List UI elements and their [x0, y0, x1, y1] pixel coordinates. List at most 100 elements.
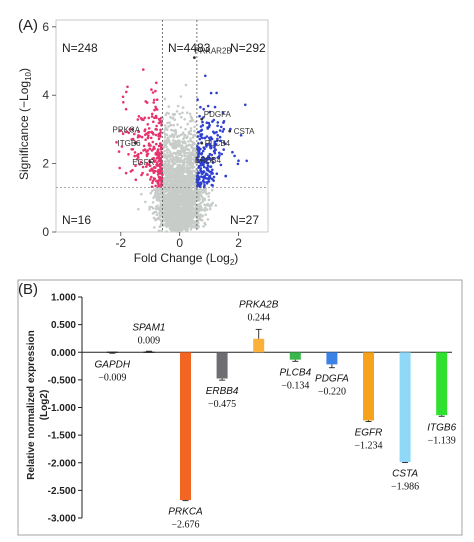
count-label: N=292	[230, 41, 266, 55]
volcano-point	[181, 198, 184, 201]
volcano-point	[185, 157, 189, 160]
volcano-point	[168, 150, 172, 154]
volcano-point	[205, 192, 208, 196]
volcano-point	[152, 101, 155, 104]
volcano-point	[183, 224, 186, 228]
volcano-point	[197, 146, 201, 149]
volcano-point	[160, 229, 163, 233]
volcano-point	[167, 162, 171, 166]
volcano-point	[171, 112, 175, 116]
volcano-point	[163, 196, 166, 200]
volcano-point	[188, 193, 191, 197]
volcano-point	[197, 150, 201, 153]
volcano-point	[207, 195, 210, 198]
volcano-point	[182, 141, 185, 145]
gene-marker	[192, 56, 196, 60]
volcano-point	[183, 133, 187, 137]
volcano-point	[175, 167, 179, 170]
volcano-point	[155, 213, 159, 216]
bar-prka2b	[253, 338, 265, 353]
volcano-point	[211, 184, 214, 187]
gene-label: PRKCA	[113, 125, 141, 134]
volcano-point	[199, 218, 203, 222]
volcano-point	[164, 185, 168, 188]
volcano-point	[159, 144, 162, 148]
volcano-point	[187, 140, 190, 143]
volcano-point	[167, 204, 170, 208]
volcano-point	[222, 127, 226, 131]
volcano-point	[189, 173, 193, 176]
volcano-point	[188, 112, 192, 116]
volcano-point	[166, 154, 169, 157]
volcano-point	[124, 171, 128, 175]
gene-marker	[148, 160, 152, 164]
volcano-point	[182, 152, 186, 155]
gene-label: PRKAR2B	[194, 47, 231, 56]
volcano-point	[219, 139, 222, 143]
volcano-point	[167, 210, 171, 213]
volcano-point	[171, 215, 174, 219]
volcano-point	[151, 201, 155, 204]
volcano-point	[168, 192, 172, 196]
volcano-point	[196, 181, 200, 184]
bar-value-label: −0.475	[208, 399, 236, 410]
volcano-point	[188, 167, 191, 170]
volcano-point	[167, 187, 170, 191]
volcano-point	[199, 105, 202, 109]
bar-pdgfa	[326, 352, 338, 365]
volcano-point	[157, 164, 160, 167]
volcano-point	[175, 110, 179, 113]
volcano-point	[154, 191, 157, 195]
volcano-point	[170, 183, 174, 187]
volcano-point	[212, 118, 216, 122]
volcano-point	[147, 116, 151, 120]
volcano-point	[178, 215, 181, 218]
volcano-point	[177, 151, 180, 154]
volcano-point	[156, 188, 159, 192]
volcano-point	[176, 123, 179, 126]
volcano-point	[189, 228, 193, 231]
volcano-point	[182, 201, 186, 204]
volcano-point	[171, 116, 175, 120]
volcano-point	[154, 105, 157, 109]
volcano-point	[193, 220, 197, 223]
volcano-point	[159, 128, 162, 132]
volcano-point	[205, 208, 209, 211]
volcano-point	[147, 131, 150, 134]
volcano-point	[190, 165, 194, 168]
volcano-point	[146, 136, 150, 140]
bar-value-label: 0.244	[247, 312, 270, 323]
volcano-point	[169, 199, 173, 202]
volcano-point	[181, 181, 184, 184]
volcano-y-label-sub: 10	[24, 71, 33, 80]
volcano-point	[187, 201, 190, 205]
volcano-point	[148, 164, 152, 167]
volcano-point	[160, 193, 164, 197]
volcano-point	[194, 195, 197, 198]
volcano-point	[186, 222, 190, 225]
volcano-point	[167, 138, 170, 142]
volcano-point	[202, 116, 205, 119]
bar-erbb4	[216, 352, 228, 379]
volcano-point	[177, 153, 181, 156]
volcano-point	[218, 135, 222, 139]
volcano-point	[210, 153, 213, 157]
volcano-point	[118, 166, 121, 170]
volcano-y-axis-label: Significance (−Log10)	[17, 68, 33, 180]
volcano-point	[144, 100, 147, 103]
volcano-point	[184, 175, 188, 178]
volcano-point	[177, 206, 181, 210]
volcano-point	[196, 135, 200, 138]
volcano-point	[165, 225, 168, 228]
volcano-point	[166, 151, 169, 154]
volcano-point	[180, 223, 183, 226]
volcano-point	[159, 147, 163, 151]
volcano-point	[186, 170, 190, 173]
volcano-point	[213, 105, 217, 109]
volcano-point	[191, 176, 195, 179]
volcano-point	[184, 181, 187, 184]
volcano-point	[181, 106, 185, 109]
bar-y-tick-label: -1.000	[48, 403, 77, 414]
volcano-point	[142, 68, 145, 71]
